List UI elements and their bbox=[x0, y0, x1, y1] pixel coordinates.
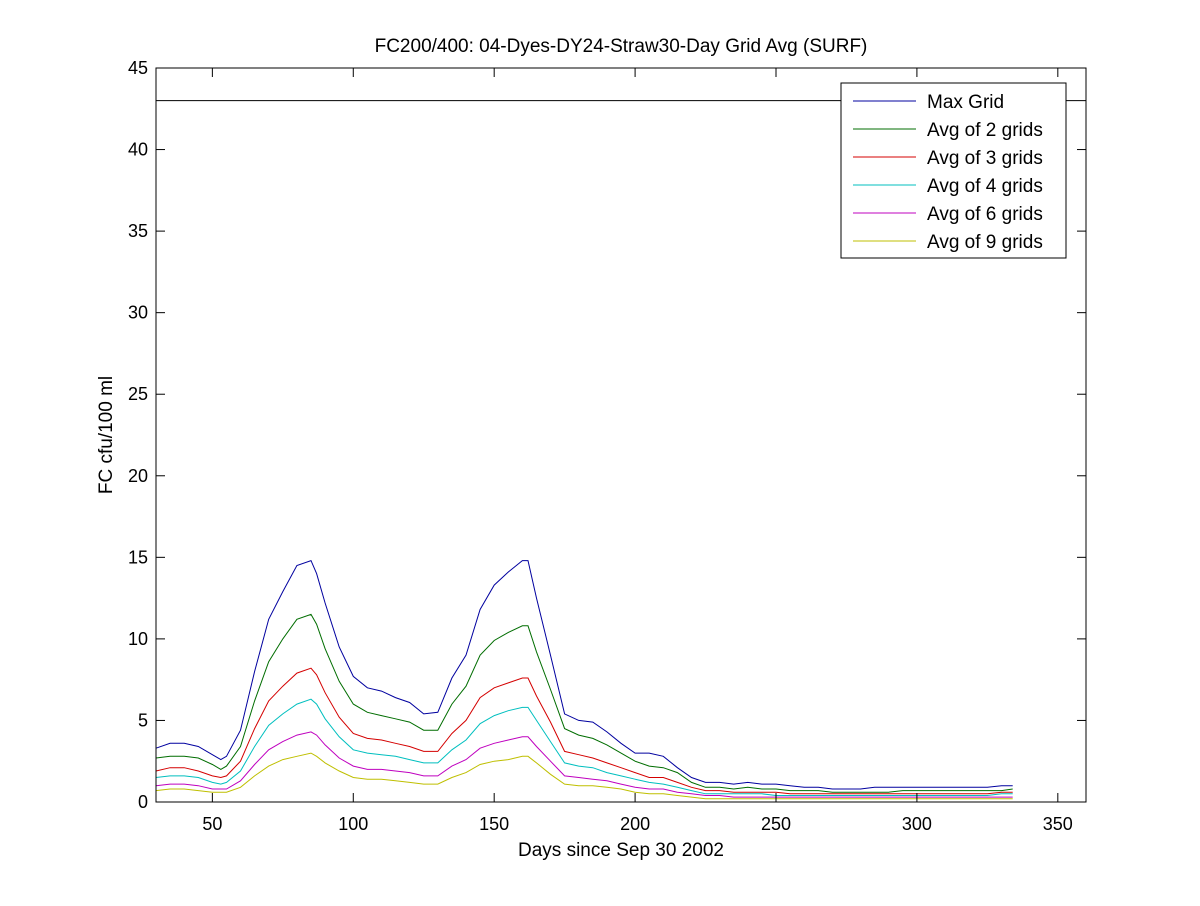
legend-label-1: Max Grid bbox=[927, 92, 1004, 113]
y-tick-label: 0 bbox=[138, 792, 148, 812]
legend-box bbox=[840, 82, 1067, 259]
legend-label-3: Avg of 3 grids bbox=[927, 148, 1043, 169]
series-lines bbox=[155, 559, 1013, 800]
y-tick-label: 30 bbox=[128, 303, 148, 323]
y-tick-label: 25 bbox=[128, 384, 148, 404]
x-tick-label: 300 bbox=[902, 814, 932, 834]
series-line-1 bbox=[155, 559, 1013, 790]
legend-label-6: Avg of 9 grids bbox=[927, 232, 1043, 253]
y-tick-label: 10 bbox=[128, 629, 148, 649]
series-line-5 bbox=[155, 731, 1013, 798]
y-tick-label: 40 bbox=[128, 140, 148, 160]
x-tick-label: 250 bbox=[761, 814, 791, 834]
y-tick-label: 15 bbox=[128, 547, 148, 567]
x-axis-title: Days since Sep 30 2002 bbox=[518, 840, 724, 861]
x-axis: 50 100 150 200 250 300 350 bbox=[202, 68, 1073, 834]
x-tick-label: 100 bbox=[338, 814, 368, 834]
legend-label-4: Avg of 4 grids bbox=[927, 176, 1043, 197]
series-line-2 bbox=[155, 613, 1013, 793]
legend: Max Grid Avg of 2 grids Avg of 3 grids Avg … bbox=[840, 82, 1067, 259]
y-tick-label: 5 bbox=[138, 710, 148, 730]
legend-label-2: Avg of 2 grids bbox=[927, 120, 1043, 141]
series-line-4 bbox=[155, 698, 1013, 796]
legend-label-5: Avg of 6 grids bbox=[927, 204, 1043, 225]
x-tick-label: 200 bbox=[620, 814, 650, 834]
x-tick-label: 50 bbox=[202, 814, 222, 834]
x-tick-label: 350 bbox=[1043, 814, 1073, 834]
series-line-6 bbox=[155, 752, 1013, 800]
y-tick-label: 35 bbox=[128, 221, 148, 241]
plot-frame bbox=[155, 67, 1087, 803]
y-tick-label: 20 bbox=[128, 466, 148, 486]
y-tick-label: 45 bbox=[128, 58, 148, 78]
x-tick-label: 150 bbox=[479, 814, 509, 834]
y-axis: 0 5 10 15 20 25 30 35 40 45 bbox=[128, 58, 1086, 812]
series-line-3 bbox=[155, 667, 1013, 795]
chart-title: FC200/400: 04-Dyes-DY24-Straw30-Day Grid… bbox=[375, 36, 868, 57]
y-axis-title: FC cfu/100 ml bbox=[96, 376, 117, 494]
